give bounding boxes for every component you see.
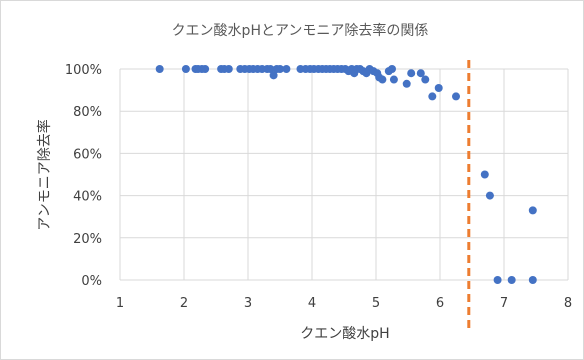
y-tick-label: 80% [73, 105, 102, 120]
data-point [155, 65, 164, 73]
x-tick-label: 5 [372, 296, 380, 311]
y-axis-title: アンモニア除去率 [36, 119, 53, 230]
y-tick-label: 20% [73, 232, 102, 247]
data-point [452, 92, 460, 101]
data-point [266, 65, 275, 73]
x-tick-label: 1 [116, 296, 124, 311]
data-point [528, 276, 537, 284]
tick-labels: 1 2 3 4 5 6 7 80%20%40%60%80%100% [65, 63, 572, 311]
y-tick-label: 0% [81, 274, 102, 289]
data-point [269, 71, 278, 80]
data-point [480, 170, 489, 179]
data-point [485, 191, 494, 200]
data-points [155, 65, 537, 284]
x-axis-title: クエン酸水pH [300, 326, 389, 342]
data-point [434, 83, 443, 92]
x-tick-label: 8 [564, 296, 572, 311]
data-point [181, 65, 190, 73]
data-point [276, 65, 284, 73]
y-tick-label: 40% [73, 190, 102, 205]
data-point [493, 276, 502, 284]
gridlines [119, 68, 569, 281]
x-tick-label: 4 [308, 296, 316, 311]
data-point [388, 65, 396, 73]
data-point [389, 75, 398, 84]
x-tick-label: 6 [436, 296, 444, 311]
data-point [378, 75, 387, 84]
data-point [416, 69, 425, 78]
data-point [407, 69, 416, 78]
data-point [421, 75, 430, 84]
data-point [201, 65, 210, 73]
y-tick-label: 60% [73, 147, 102, 162]
x-tick-label: 2 [180, 296, 188, 311]
data-point [224, 65, 233, 73]
x-tick-label: 3 [244, 296, 252, 311]
x-tick-label: 7 [500, 296, 508, 311]
data-point [507, 276, 516, 284]
data-point [282, 65, 291, 73]
data-point [528, 206, 537, 215]
data-point [428, 92, 437, 101]
data-point [402, 79, 411, 88]
y-tick-label: 100% [65, 63, 102, 78]
chart-title: クエン酸水pHとアンモニア除去率の関係 [172, 22, 429, 39]
